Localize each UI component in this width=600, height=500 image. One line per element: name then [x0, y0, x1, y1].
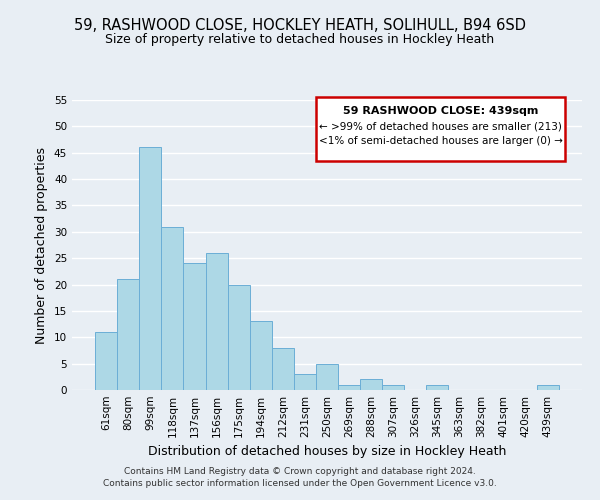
Bar [272, 348, 294, 390]
Bar [294, 374, 316, 390]
Bar [382, 384, 404, 390]
Bar [338, 384, 360, 390]
Bar [95, 332, 117, 390]
Bar [250, 322, 272, 390]
Text: 59 RASHWOOD CLOSE: 439sqm: 59 RASHWOOD CLOSE: 439sqm [343, 106, 538, 117]
Text: Size of property relative to detached houses in Hockley Heath: Size of property relative to detached ho… [106, 32, 494, 46]
Text: Contains HM Land Registry data © Crown copyright and database right 2024.: Contains HM Land Registry data © Crown c… [124, 467, 476, 476]
Y-axis label: Number of detached properties: Number of detached properties [35, 146, 49, 344]
Bar [360, 380, 382, 390]
Bar [206, 253, 227, 390]
Bar [117, 280, 139, 390]
Bar [227, 284, 250, 390]
Text: ← >99% of detached houses are smaller (213): ← >99% of detached houses are smaller (2… [319, 121, 562, 131]
Bar [316, 364, 338, 390]
Bar [427, 384, 448, 390]
X-axis label: Distribution of detached houses by size in Hockley Heath: Distribution of detached houses by size … [148, 446, 506, 458]
Bar [139, 148, 161, 390]
Bar [161, 226, 184, 390]
Bar [316, 98, 565, 160]
Text: 59, RASHWOOD CLOSE, HOCKLEY HEATH, SOLIHULL, B94 6SD: 59, RASHWOOD CLOSE, HOCKLEY HEATH, SOLIH… [74, 18, 526, 32]
Bar [537, 384, 559, 390]
Text: <1% of semi-detached houses are larger (0) →: <1% of semi-detached houses are larger (… [319, 136, 563, 146]
Text: Contains public sector information licensed under the Open Government Licence v3: Contains public sector information licen… [103, 478, 497, 488]
Bar [184, 264, 206, 390]
